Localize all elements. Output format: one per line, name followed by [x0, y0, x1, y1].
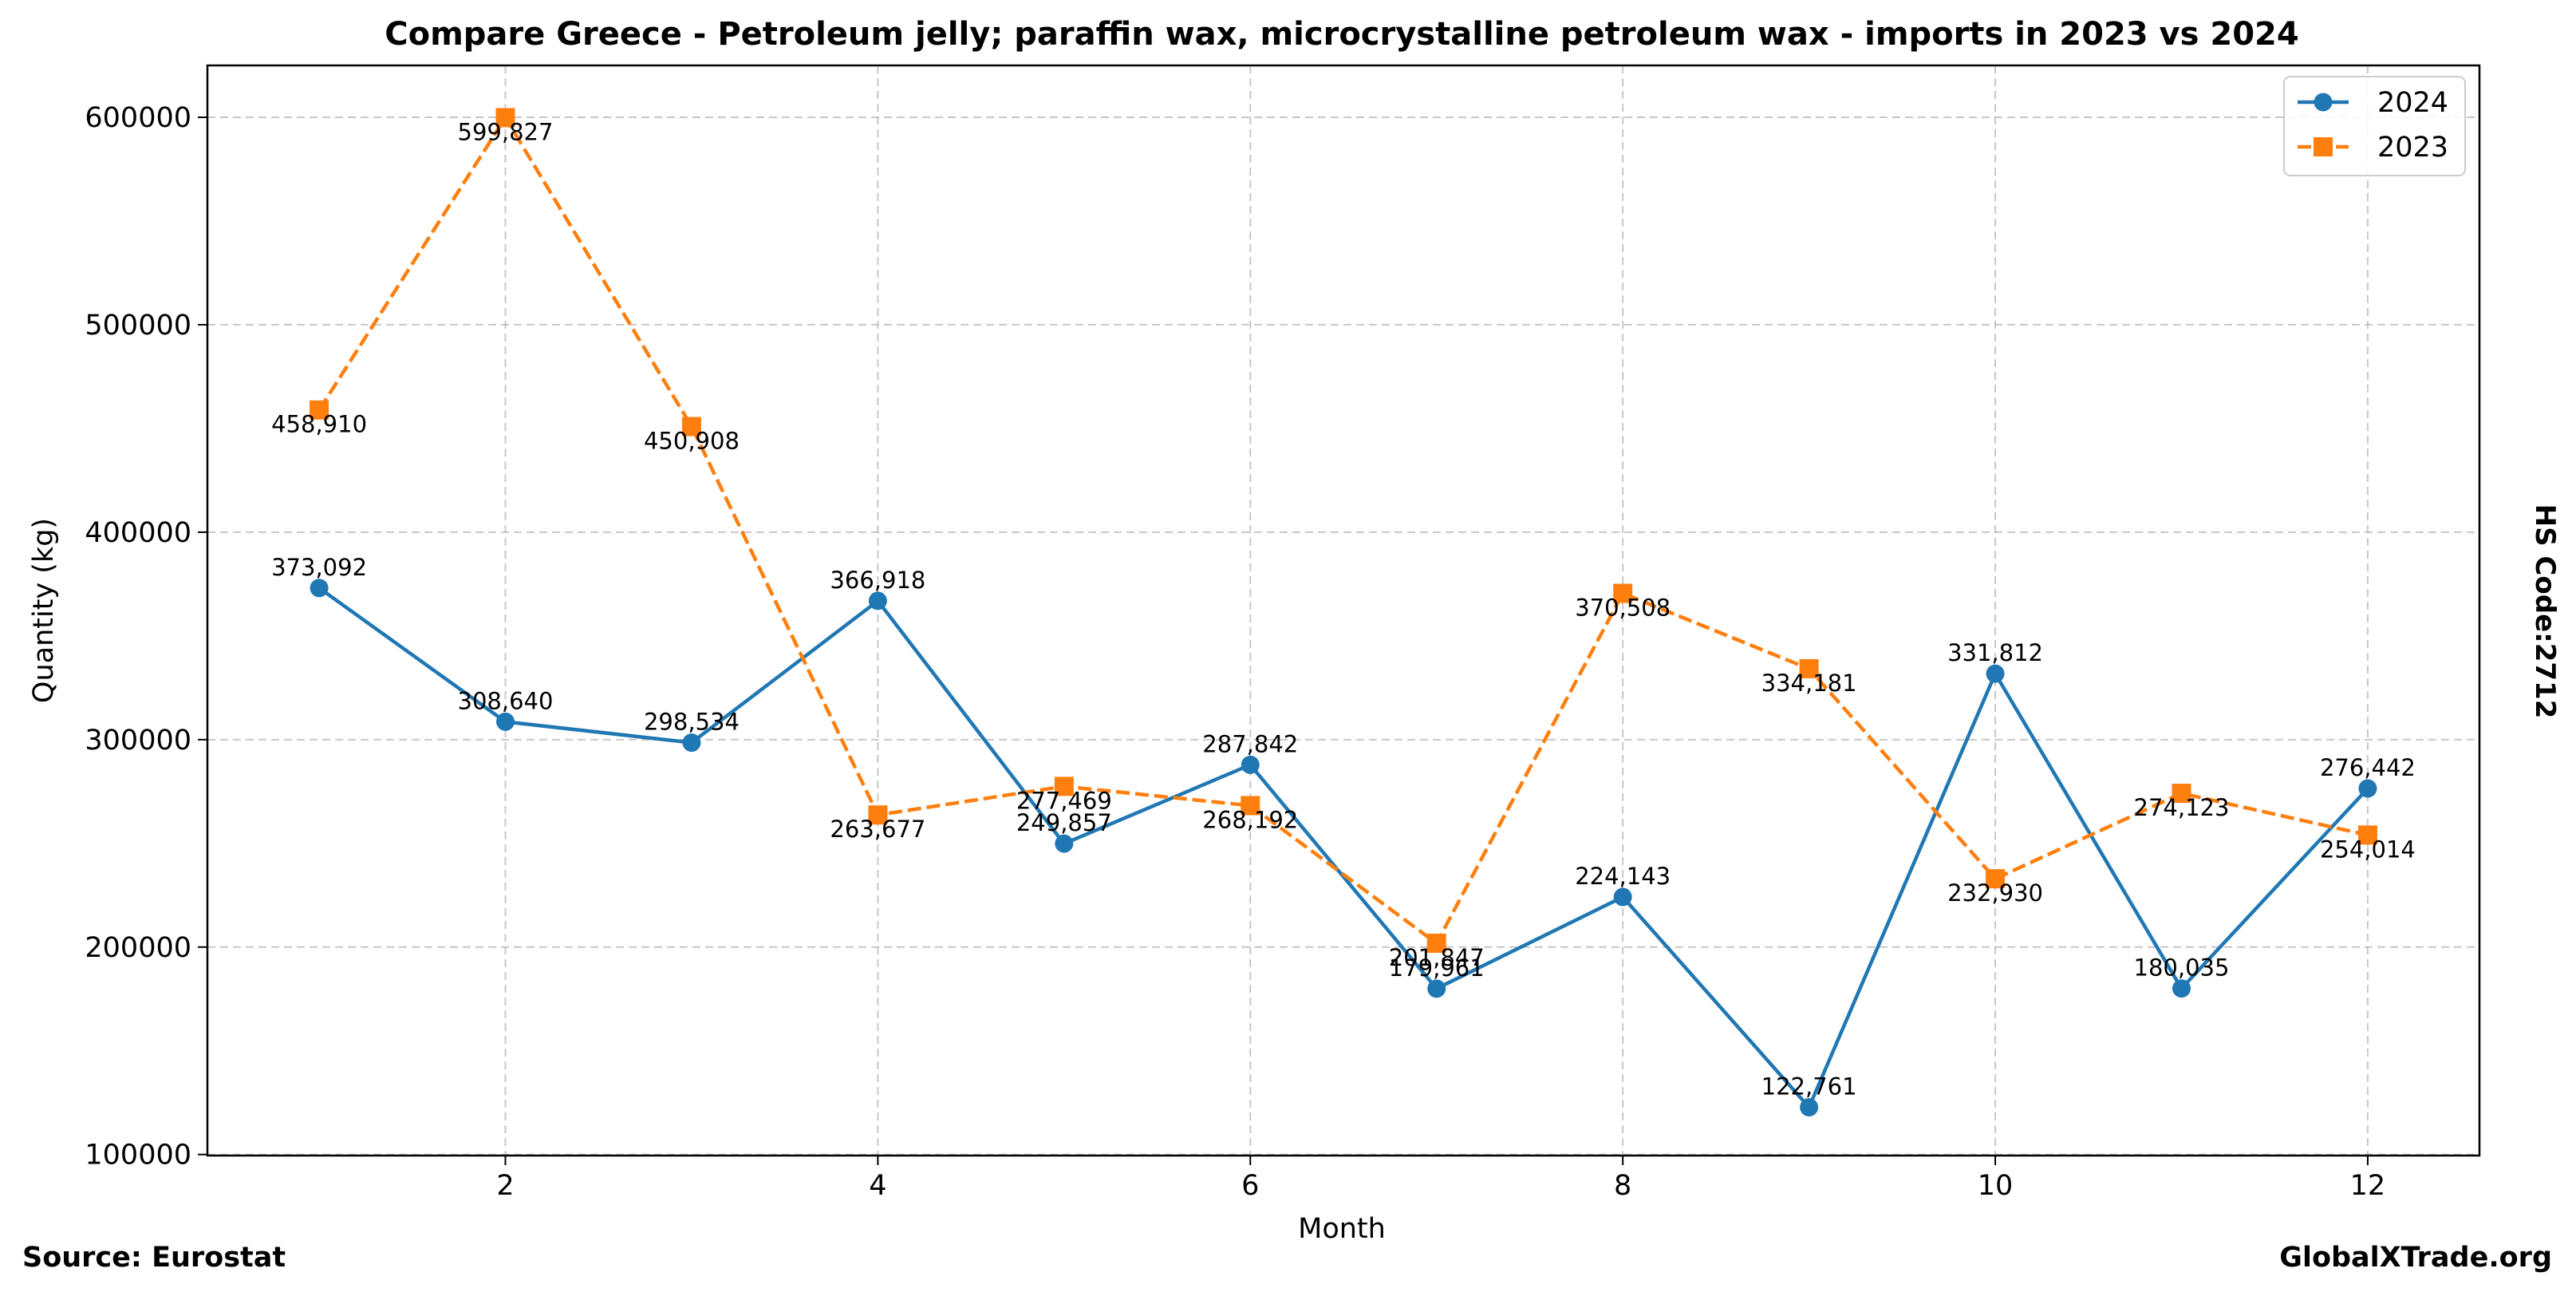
source-note: Source: Eurostat — [22, 1242, 286, 1274]
series-2024-point — [868, 591, 887, 610]
series-2024-data-label: 180,035 — [2134, 954, 2230, 982]
series-2023-point — [2357, 825, 2377, 845]
legend-swatch-marker — [2314, 137, 2333, 156]
x-tick-label: 6 — [1241, 1170, 1259, 1202]
series-2024-data-label: 308,640 — [458, 687, 554, 714]
series-2024-data-label: 179,961 — [1389, 954, 1485, 982]
series-2024-point — [2172, 979, 2191, 998]
series-2023-data-label: 370,508 — [1575, 595, 1671, 622]
series-2023-point — [681, 417, 701, 437]
series-2023-data-label: 201,847 — [1389, 944, 1485, 971]
site-note: GlobalXTrade.org — [2279, 1242, 2552, 1274]
series-2023-data-label: 232,930 — [1947, 879, 2043, 907]
series-2023-point — [1426, 933, 1446, 953]
series-2023-point — [2172, 784, 2191, 804]
series-2024-point — [682, 733, 701, 753]
y-tick-label: 600000 — [85, 102, 191, 134]
series-2024-point — [1613, 887, 1632, 907]
legend: 2024 2023 — [2283, 76, 2466, 176]
legend-entry-label: 2023 — [2377, 132, 2448, 164]
series-2024-data-label: 287,842 — [1202, 730, 1298, 757]
series-2024-point — [310, 579, 329, 598]
y-tick-label: 300000 — [85, 725, 191, 757]
series-2024-point — [1055, 834, 1074, 853]
series-2023-line — [318, 116, 2369, 946]
series-2024-point — [2358, 779, 2377, 798]
series-2023-data-label: 599,827 — [458, 118, 554, 145]
y-axis-label: Quantity (kg) — [28, 518, 60, 703]
series-2023-point — [1054, 776, 1074, 796]
y-tick-label: 500000 — [85, 310, 191, 342]
series-2024-data-label: 224,143 — [1575, 863, 1671, 890]
series-2024-data-label: 366,918 — [830, 567, 925, 594]
series-2023-point — [1241, 796, 1260, 816]
series-2023-data-label: 263,677 — [830, 816, 925, 843]
series-2024-point — [1986, 664, 2005, 683]
series-2023-point — [495, 108, 515, 128]
series-2024-point — [1427, 979, 1446, 998]
series-2024-point — [1241, 755, 1260, 774]
series-2023-point — [1613, 583, 1633, 603]
series-2024-data-label: 122,761 — [1761, 1073, 1857, 1100]
series-2023-point — [310, 400, 329, 420]
y-tick-label: 100000 — [85, 1140, 191, 1172]
series-2023-data-label: 274,123 — [2134, 794, 2230, 821]
legend-swatch-marker — [2314, 93, 2333, 112]
series-2024-line — [318, 586, 2369, 1109]
x-tick-label: 8 — [1614, 1170, 1631, 1202]
series-2023-point — [868, 805, 888, 825]
series-2023-point — [1986, 869, 2006, 889]
series-2024-data-label: 249,857 — [1016, 809, 1112, 836]
series-2023-data-label: 450,908 — [644, 428, 740, 455]
chart-title: Compare Greece - Petroleum jelly; paraff… — [385, 16, 2298, 53]
y-tick-label: 200000 — [85, 932, 191, 964]
series-2024-data-label: 331,812 — [1947, 639, 2043, 666]
tick-layer: 2 4 6 8 10 12 100000 200000 300000 400000 500000 60… — [85, 102, 2385, 1202]
x-axis-label: Month — [1298, 1213, 1386, 1245]
series-2024-point — [1800, 1098, 1819, 1117]
series-2024-point — [496, 712, 515, 731]
legend-entry-label: 2024 — [2377, 87, 2448, 119]
plot-frame — [206, 64, 2481, 1157]
series-2024-data-label: 276,442 — [2320, 754, 2416, 781]
hs-code-note: HS Code:2712 — [2529, 504, 2561, 719]
label-layer: 373,092 308,640 298,534 366,918 249,857 287,8… — [271, 118, 2416, 1100]
series-2023-data-label: 334,181 — [1761, 670, 1857, 697]
series-2023-data-label: 254,014 — [2320, 836, 2416, 863]
series-2023-data-label: 268,192 — [1202, 806, 1298, 833]
series-2024-data-label: 298,534 — [644, 709, 740, 736]
series-2023-data-label: 277,469 — [1016, 787, 1112, 814]
series-2023-data-label: 458,910 — [271, 411, 367, 438]
x-tick-label: 12 — [2350, 1170, 2386, 1202]
grid-layer — [207, 65, 2479, 1156]
x-tick-label: 2 — [496, 1170, 514, 1202]
y-tick-label: 400000 — [85, 517, 191, 549]
x-tick-label: 10 — [1978, 1170, 2014, 1202]
x-tick-label: 4 — [869, 1170, 886, 1202]
series-layer — [310, 108, 2377, 1117]
series-2024-data-label: 373,092 — [271, 554, 367, 581]
series-2023-point — [1799, 658, 1819, 678]
